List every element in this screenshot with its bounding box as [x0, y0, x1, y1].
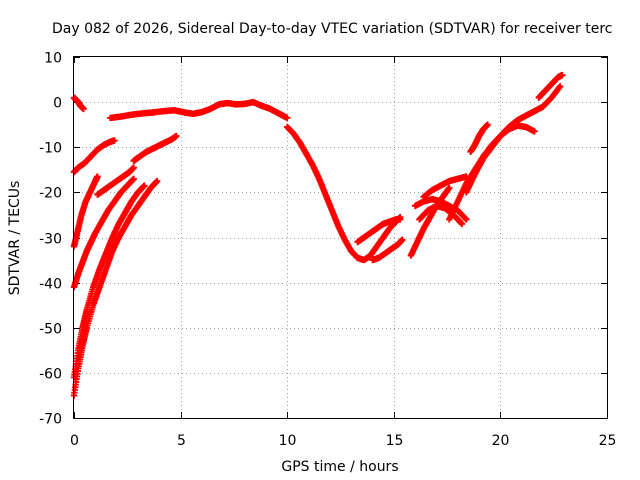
series-arc-i: [107, 98, 291, 122]
data-point: [173, 132, 180, 140]
chart-title: Day 082 of 2026, Sidereal Day-to-day VTE…: [52, 21, 612, 37]
plot-frame: [73, 56, 608, 419]
y-tick-label: -30: [39, 232, 62, 248]
series-arc-l: [369, 236, 406, 264]
x-tick-label: 20: [492, 433, 510, 449]
data-point: [446, 184, 453, 192]
data-point: [111, 137, 118, 144]
data-point: [80, 105, 87, 113]
y-tick-label: -20: [39, 186, 62, 202]
data-point: [94, 173, 101, 180]
series-arc-t: [535, 71, 566, 101]
data-layer: [70, 71, 566, 399]
series-arc-b: [70, 137, 118, 176]
data-point: [130, 175, 137, 183]
series-arc-e: [70, 175, 137, 291]
data-point: [153, 177, 161, 185]
series-arc-r: [463, 122, 538, 196]
tick-layer: 0 5 10 15 20 25 -70 -60 -50 -40 -30 -20 -10 0 10: [39, 51, 616, 450]
data-point: [284, 114, 291, 122]
data-point: [141, 182, 148, 189]
data-point: [484, 121, 491, 128]
y-tick-label: -40: [39, 277, 62, 293]
series-arc-q: [446, 83, 564, 223]
x-tick-label: 0: [70, 433, 79, 449]
x-tick-label: 5: [177, 433, 186, 449]
y-tick-label: 0: [53, 96, 62, 112]
series-arc-c: [70, 173, 101, 250]
x-tick-label: 15: [386, 433, 404, 449]
series-arc-f: [130, 132, 180, 164]
series-arc-d: [94, 164, 137, 198]
series-arc-s: [467, 121, 491, 155]
y-tick-label: -70: [39, 412, 62, 428]
data-point: [556, 83, 564, 90]
x-tick-label: 10: [279, 433, 297, 449]
series-arc-j: [284, 123, 404, 264]
series-arc-m: [407, 184, 453, 259]
y-tick-label: -50: [39, 322, 62, 338]
y-tick-label: -10: [39, 141, 62, 157]
x-axis-label: GPS time / hours: [281, 459, 398, 475]
data-point: [463, 216, 470, 223]
y-tick-label: 10: [44, 51, 62, 67]
y-tick-label: -60: [39, 367, 62, 383]
data-point: [559, 71, 566, 79]
data-point: [458, 220, 466, 228]
series-arc-p: [420, 173, 470, 201]
data-point: [531, 128, 538, 135]
data-point: [399, 236, 406, 243]
y-axis-label: SDTVAR / TECUs: [7, 181, 23, 296]
data-point: [130, 164, 137, 171]
data-point: [396, 216, 404, 223]
series-arc-o: [416, 202, 466, 228]
series-arc-k: [354, 216, 404, 246]
x-tick-label: 25: [599, 433, 617, 449]
